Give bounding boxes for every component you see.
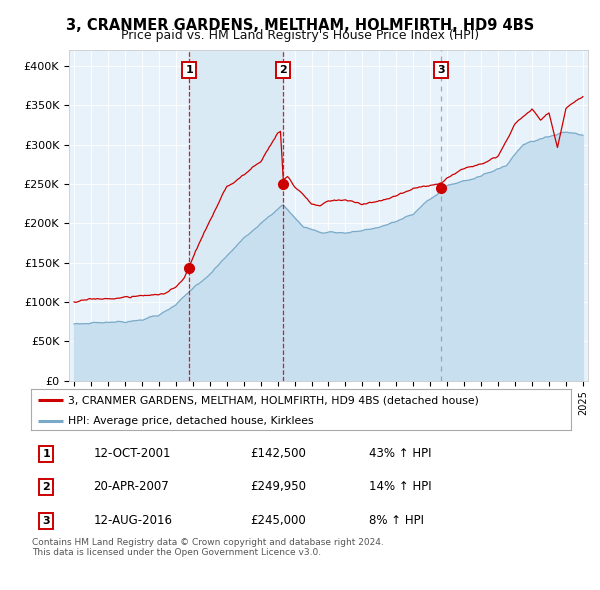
Text: £142,500: £142,500 bbox=[250, 447, 306, 460]
Text: 8% ↑ HPI: 8% ↑ HPI bbox=[368, 514, 424, 527]
Text: 1: 1 bbox=[43, 449, 50, 458]
Text: Price paid vs. HM Land Registry's House Price Index (HPI): Price paid vs. HM Land Registry's House … bbox=[121, 30, 479, 42]
Text: 3, CRANMER GARDENS, MELTHAM, HOLMFIRTH, HD9 4BS: 3, CRANMER GARDENS, MELTHAM, HOLMFIRTH, … bbox=[66, 18, 534, 32]
Bar bbox=[189, 50, 283, 381]
Text: 14% ↑ HPI: 14% ↑ HPI bbox=[368, 480, 431, 493]
Text: HPI: Average price, detached house, Kirklees: HPI: Average price, detached house, Kirk… bbox=[68, 416, 314, 426]
Text: 3, CRANMER GARDENS, MELTHAM, HOLMFIRTH, HD9 4BS (detached house): 3, CRANMER GARDENS, MELTHAM, HOLMFIRTH, … bbox=[68, 395, 479, 405]
Text: 3: 3 bbox=[437, 65, 445, 75]
Text: 1: 1 bbox=[185, 65, 193, 75]
Text: 20-APR-2007: 20-APR-2007 bbox=[94, 480, 169, 493]
Text: £249,950: £249,950 bbox=[250, 480, 306, 493]
Text: 12-OCT-2001: 12-OCT-2001 bbox=[94, 447, 171, 460]
Text: 3: 3 bbox=[43, 516, 50, 526]
Text: 2: 2 bbox=[43, 482, 50, 492]
Text: £245,000: £245,000 bbox=[250, 514, 305, 527]
Text: Contains HM Land Registry data © Crown copyright and database right 2024.
This d: Contains HM Land Registry data © Crown c… bbox=[32, 538, 383, 558]
Text: 2: 2 bbox=[279, 65, 287, 75]
Text: 43% ↑ HPI: 43% ↑ HPI bbox=[368, 447, 431, 460]
Text: 12-AUG-2016: 12-AUG-2016 bbox=[94, 514, 172, 527]
